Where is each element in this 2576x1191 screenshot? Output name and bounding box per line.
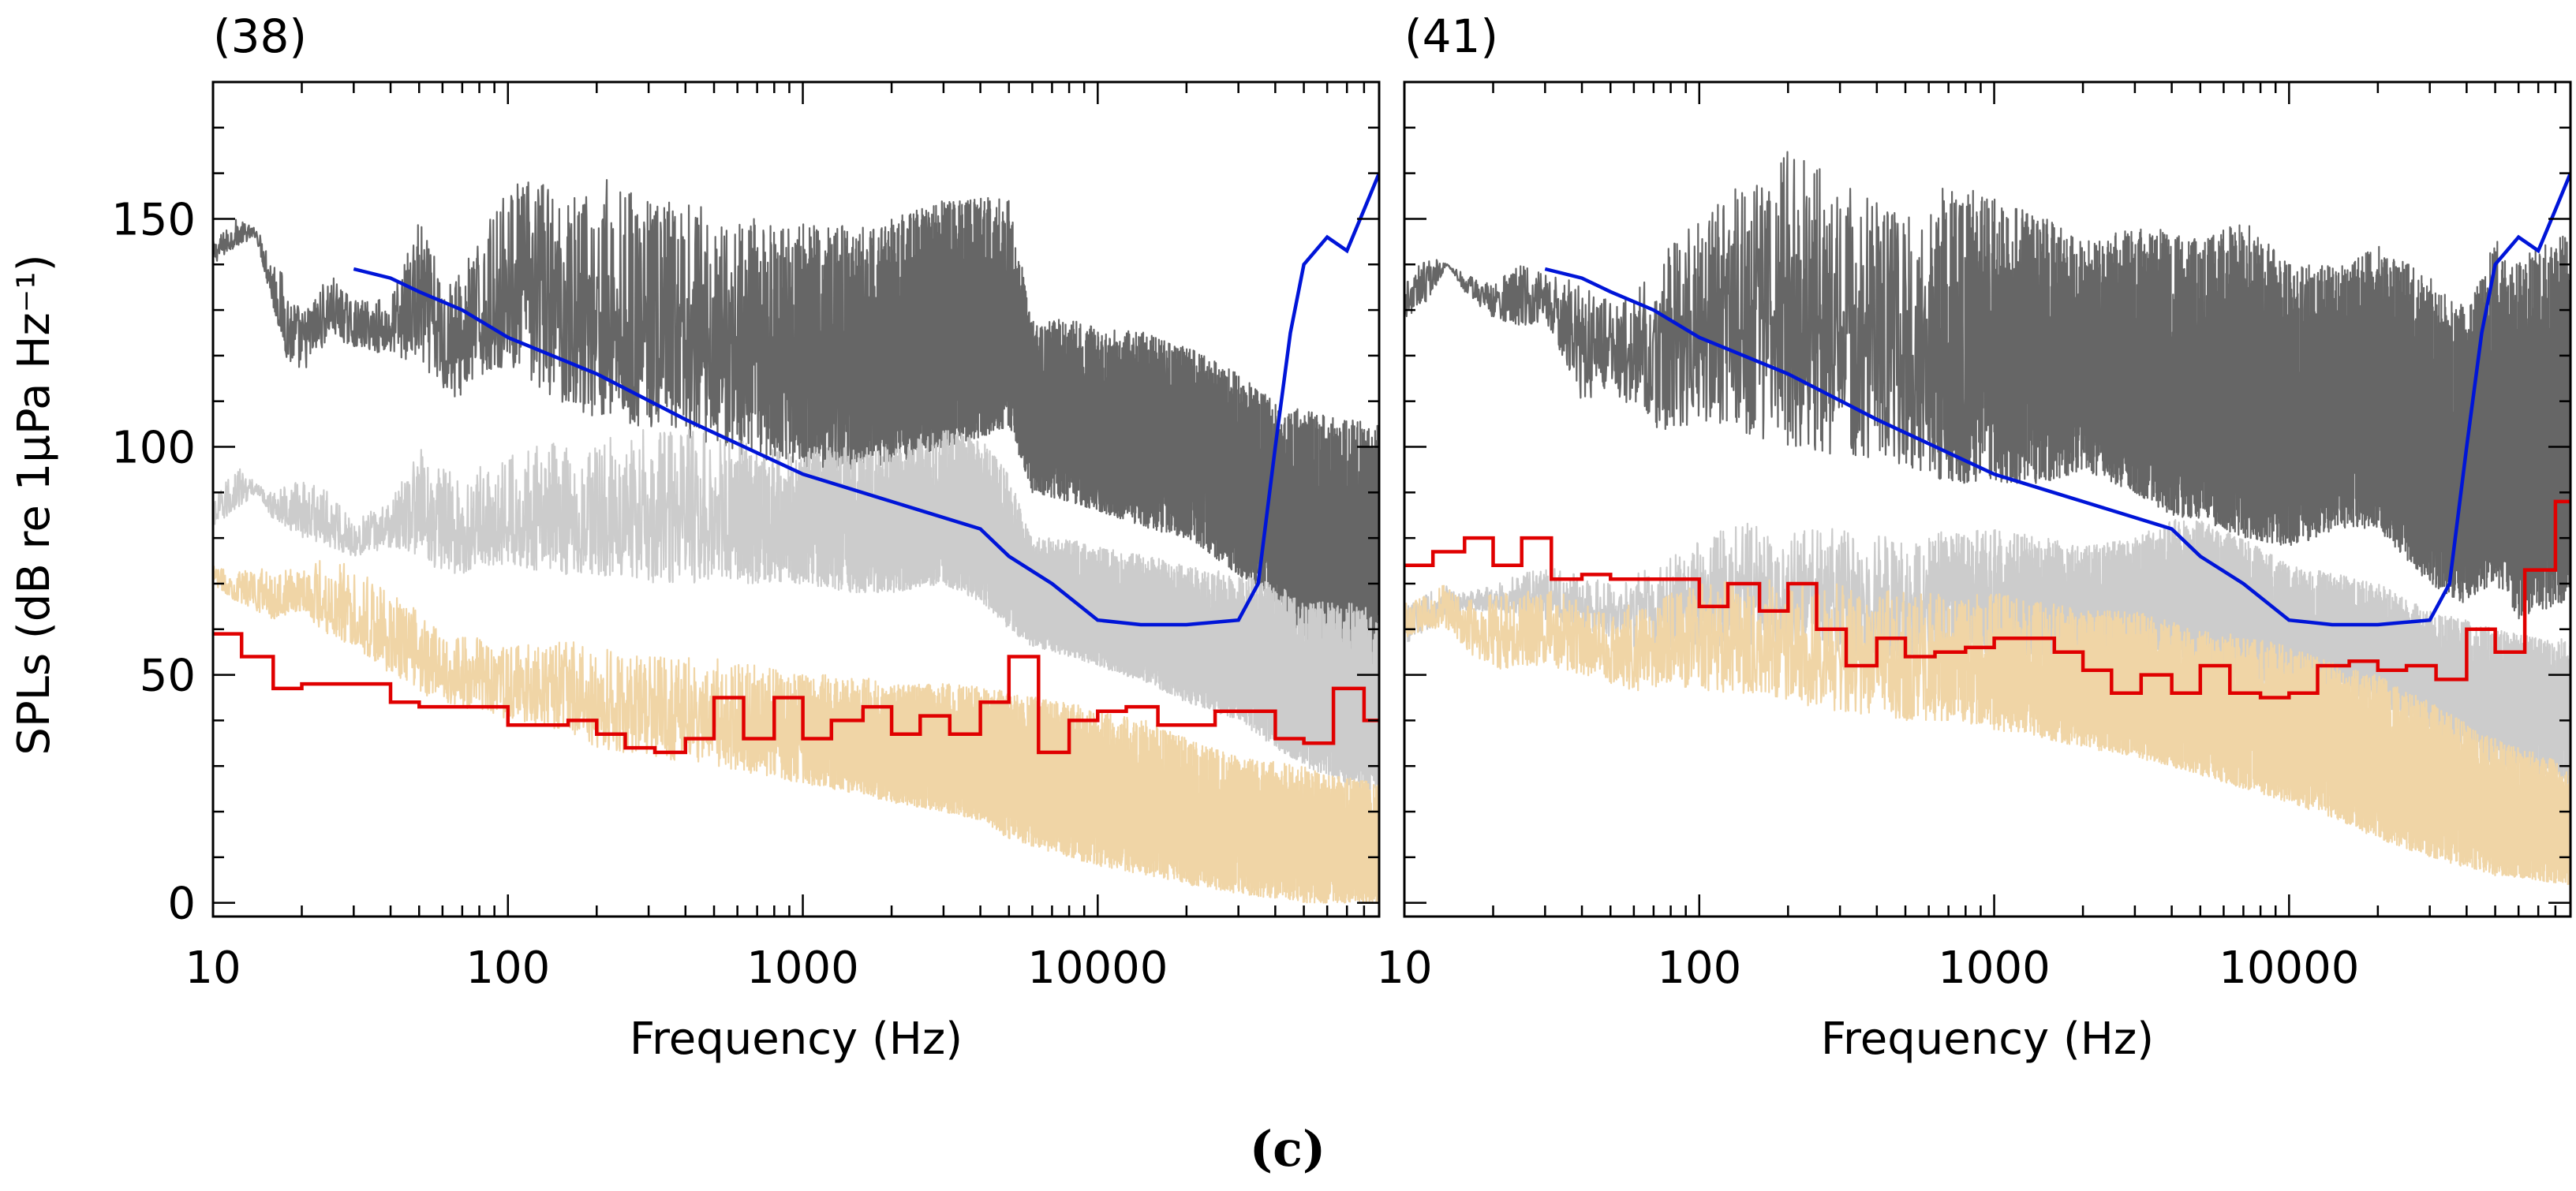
panel-title: (41) bbox=[1404, 9, 1498, 63]
band-level bbox=[213, 632, 1379, 755]
hearing-threshold bbox=[1544, 172, 2570, 627]
figure-caption: (c) bbox=[1250, 1120, 1325, 1178]
plot-area bbox=[213, 172, 1379, 904]
x-tick-label: 100 bbox=[465, 943, 550, 994]
panel-38: 10 100 1000 10000 0 50 100 150 (38) Frequency (Hz… bbox=[111, 9, 1381, 1065]
x-axis: 10 100 1000 10000 bbox=[1376, 82, 2572, 994]
y-tick-label: 100 bbox=[111, 423, 196, 474]
tan-noise-spectrum bbox=[213, 560, 1379, 904]
dark-noise-spectrum bbox=[1404, 151, 2570, 620]
x-tick-label: 10000 bbox=[1027, 943, 1168, 994]
y-axis: 0 50 100 150 bbox=[111, 126, 1379, 930]
light-noise-spectrum bbox=[213, 429, 1379, 794]
plot-area bbox=[1404, 151, 2570, 886]
tan-noise-spectrum bbox=[1404, 579, 2570, 886]
axes-frame bbox=[211, 80, 1381, 918]
x-tick-label: 100 bbox=[1657, 943, 1741, 994]
x-axis-label: Frequency (Hz) bbox=[630, 1014, 963, 1065]
hearing-threshold bbox=[353, 172, 1379, 627]
x-axis-label: Frequency (Hz) bbox=[1821, 1014, 2154, 1065]
x-tick-label: 1000 bbox=[1938, 943, 2051, 994]
axes-frame bbox=[1403, 80, 2572, 918]
panel-title: (38) bbox=[213, 9, 307, 63]
panel-41: 10 100 1000 10000 (41) Frequency (Hz) bbox=[1376, 9, 2572, 1065]
x-tick-label: 10 bbox=[185, 943, 241, 994]
y-axis bbox=[1404, 126, 2570, 904]
y-tick-label: 0 bbox=[167, 879, 196, 930]
x-tick-label: 10000 bbox=[2219, 943, 2359, 994]
band-level bbox=[1404, 499, 2570, 700]
x-tick-label: 10 bbox=[1376, 943, 1432, 994]
x-tick-label: 1000 bbox=[746, 943, 859, 994]
x-axis: 10 100 1000 10000 bbox=[185, 82, 1381, 994]
y-tick-label: 50 bbox=[140, 651, 196, 702]
y-axis-label: SPLs (dB re 1μPa Hz⁻¹) bbox=[9, 254, 60, 755]
y-tick-label: 150 bbox=[111, 194, 196, 245]
